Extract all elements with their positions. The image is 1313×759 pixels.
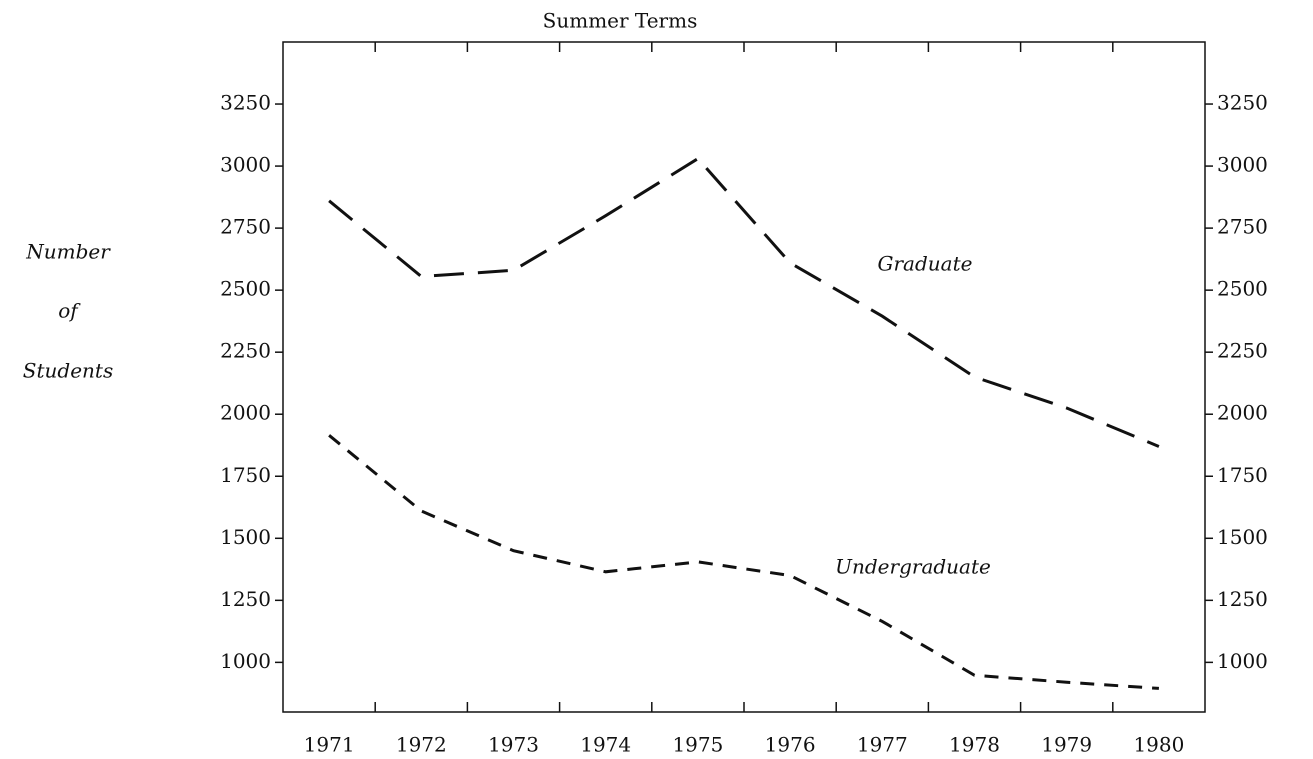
y-tick-label: 2500 bbox=[220, 277, 271, 301]
y2-tick-label: 2750 bbox=[1217, 215, 1268, 239]
y-axis-label: of bbox=[58, 299, 81, 323]
y2-tick-label: 2000 bbox=[1217, 401, 1268, 425]
series-line bbox=[328, 434, 1160, 690]
plot-frame bbox=[282, 41, 1206, 713]
x-tick-label: 1979 bbox=[1041, 733, 1092, 757]
y2-tick-label: 2500 bbox=[1217, 277, 1268, 301]
y2-tick-label: 2250 bbox=[1217, 339, 1268, 363]
y2-tick-label: 3000 bbox=[1217, 153, 1268, 177]
y-tick-label: 1000 bbox=[220, 649, 271, 673]
x-tick-label: 1977 bbox=[857, 733, 908, 757]
y-tick-label: 1750 bbox=[220, 463, 271, 487]
y-tick-label: 1250 bbox=[220, 587, 271, 611]
x-tick-label: 1974 bbox=[580, 733, 631, 757]
x-tick-label: 1973 bbox=[488, 733, 539, 757]
y2-tick-label: 1000 bbox=[1217, 649, 1268, 673]
x-tick-label: 1978 bbox=[949, 733, 1000, 757]
y-tick-label: 2000 bbox=[220, 401, 271, 425]
y2-tick-label: 3250 bbox=[1217, 91, 1268, 115]
y2-tick-label: 1500 bbox=[1217, 525, 1268, 549]
y-tick-label: 3250 bbox=[220, 91, 271, 115]
x-tick-label: 1975 bbox=[672, 733, 723, 757]
x-tick-label: 1976 bbox=[765, 733, 816, 757]
y-tick-label: 2750 bbox=[220, 215, 271, 239]
y-axis-label: Students bbox=[23, 359, 113, 383]
series-label: Undergraduate bbox=[835, 555, 991, 579]
y-axis-label: Number bbox=[25, 240, 111, 264]
y-tick-label: 2250 bbox=[220, 339, 271, 363]
chart-title: Summer Terms bbox=[543, 9, 698, 33]
series-label: Graduate bbox=[878, 252, 973, 276]
y2-tick-label: 1250 bbox=[1217, 587, 1268, 611]
y2-tick-label: 1750 bbox=[1217, 463, 1268, 487]
y-tick-label: 3000 bbox=[220, 153, 271, 177]
x-tick-label: 1980 bbox=[1133, 733, 1184, 757]
x-tick-label: 1971 bbox=[304, 733, 355, 757]
x-tick-label: 1972 bbox=[396, 733, 447, 757]
series-line bbox=[328, 156, 1160, 448]
y-tick-label: 1500 bbox=[220, 525, 271, 549]
